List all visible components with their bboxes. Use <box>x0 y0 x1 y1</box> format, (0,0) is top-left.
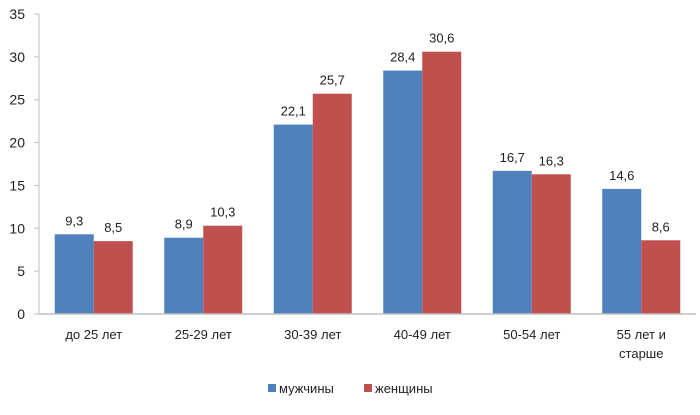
bar-men <box>54 234 94 314</box>
bar-women <box>312 93 352 314</box>
bar-women <box>422 51 462 314</box>
bar-men <box>383 70 423 314</box>
data-label: 16,7 <box>500 150 525 165</box>
data-label: 8,9 <box>175 217 193 232</box>
x-tick-label: 40-49 лет <box>394 327 451 342</box>
y-tick-label: 35 <box>9 6 25 22</box>
data-label: 8,6 <box>652 219 670 234</box>
bar-women <box>203 225 243 314</box>
bar-men <box>164 237 204 314</box>
legend-label: женщины <box>375 381 433 396</box>
x-tick-label: до 25 лет <box>65 327 122 342</box>
y-tick-label: 20 <box>9 135 25 151</box>
bar-women <box>93 241 133 314</box>
data-label: 14,6 <box>609 168 634 183</box>
bar-men <box>492 170 532 314</box>
data-label: 10,3 <box>210 205 235 220</box>
bar-women <box>641 240 681 314</box>
data-label: 30,6 <box>429 31 454 46</box>
bar-men <box>273 124 313 314</box>
data-label: 25,7 <box>320 73 345 88</box>
legend-label: мужчины <box>279 381 334 396</box>
data-label: 16,3 <box>539 153 564 168</box>
y-tick-label: 15 <box>9 177 25 193</box>
x-tick-label: 25-29 лет <box>175 327 232 342</box>
y-tick-label: 25 <box>9 92 25 108</box>
x-tick-label: 30-39 лет <box>284 327 341 342</box>
y-tick-label: 10 <box>9 220 25 236</box>
data-label: 28,4 <box>390 50 415 65</box>
y-tick-label: 30 <box>9 49 25 65</box>
legend-swatch-women <box>364 384 372 392</box>
x-tick-label: старше <box>619 346 663 361</box>
y-tick-label: 5 <box>17 263 25 279</box>
data-label: 9,3 <box>65 213 83 228</box>
x-tick-label: 55 лет и <box>617 327 666 342</box>
bar-women <box>531 174 571 314</box>
y-tick-label: 0 <box>17 306 25 322</box>
data-label: 8,5 <box>104 220 122 235</box>
legend-swatch-men <box>268 384 276 392</box>
x-tick-label: 50-54 лет <box>503 327 560 342</box>
data-label: 22,1 <box>281 104 306 119</box>
bar-men <box>602 188 642 314</box>
